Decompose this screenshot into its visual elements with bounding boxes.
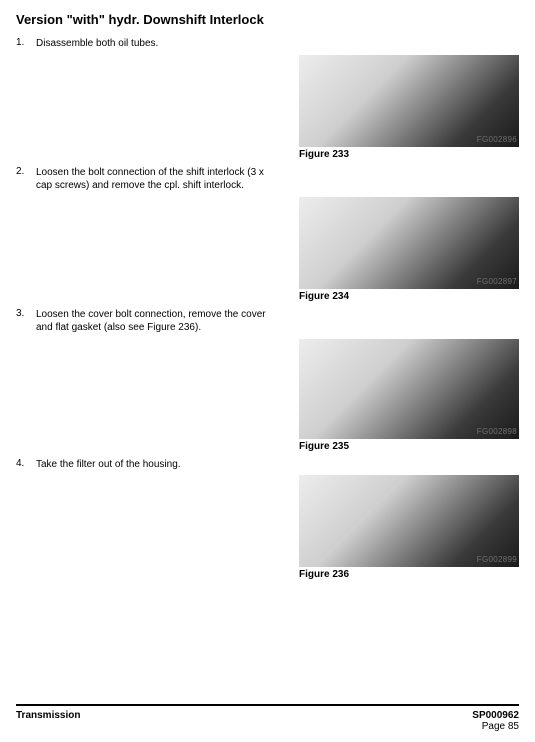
step-3-number: 3.: [16, 308, 36, 319]
page-footer: Transmission SP000962 Page 85: [16, 704, 519, 742]
figure-233-block: FG002896 Figure 233: [299, 55, 519, 160]
step-4: 4. Take the filter out of the housing. F…: [16, 458, 519, 581]
footer-page: Page 85: [472, 721, 519, 732]
figure-235-id: FG002898: [477, 427, 517, 436]
figure-235-image: [299, 339, 519, 439]
figure-236-block: FG002899 Figure 236: [299, 475, 519, 580]
figure-235-caption: Figure 235: [299, 441, 519, 452]
step-1-body: Disassemble both oil tubes. FG002896 Fig…: [36, 37, 519, 160]
step-4-text: Take the filter out of the housing.: [36, 458, 266, 472]
step-2-text: Loosen the bolt connection of the shift …: [36, 166, 266, 193]
step-1-number: 1.: [16, 37, 36, 48]
section-title: Version "with" hydr. Downshift Interlock: [16, 12, 519, 27]
figure-236-image: [299, 475, 519, 567]
step-2: 2. Loosen the bolt connection of the shi…: [16, 166, 519, 302]
figure-234-image: [299, 197, 519, 289]
step-2-body: Loosen the bolt connection of the shift …: [36, 166, 519, 302]
figure-233-image: [299, 55, 519, 147]
figure-234-block: FG002897 Figure 234: [299, 197, 519, 302]
step-3: 3. Loosen the cover bolt connection, rem…: [16, 308, 519, 452]
figure-236-caption: Figure 236: [299, 569, 519, 580]
step-3-body: Loosen the cover bolt connection, remove…: [36, 308, 519, 452]
figure-235-block: FG002898 Figure 235: [299, 339, 519, 452]
figure-234-caption: Figure 234: [299, 291, 519, 302]
step-3-text: Loosen the cover bolt connection, remove…: [36, 308, 266, 335]
step-1: 1. Disassemble both oil tubes. FG002896 …: [16, 37, 519, 160]
footer-right: SP000962 Page 85: [472, 710, 519, 732]
step-2-number: 2.: [16, 166, 36, 177]
figure-234-id: FG002897: [477, 277, 517, 286]
figure-233-id: FG002896: [477, 135, 517, 144]
footer-code: SP000962: [472, 710, 519, 721]
step-4-body: Take the filter out of the housing. FG00…: [36, 458, 519, 581]
step-4-number: 4.: [16, 458, 36, 469]
footer-left: Transmission: [16, 710, 80, 732]
step-1-text: Disassemble both oil tubes.: [36, 37, 266, 51]
figure-233-caption: Figure 233: [299, 149, 519, 160]
figure-236-id: FG002899: [477, 555, 517, 564]
